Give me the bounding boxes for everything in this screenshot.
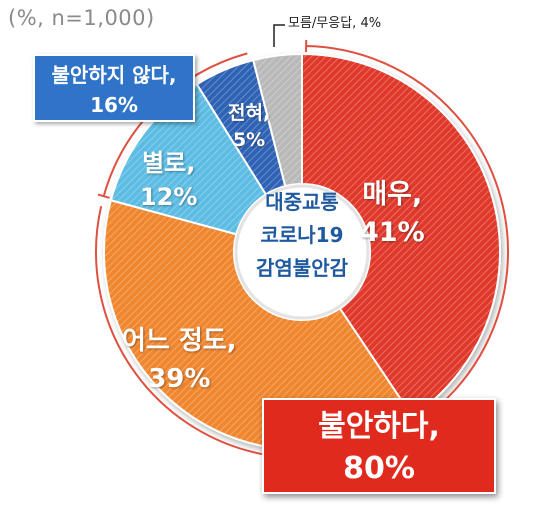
center-line-1: 대중교통: [265, 190, 339, 214]
slice-label-never: 전혀, 5%: [228, 100, 270, 154]
slice-name-rarely: 별로,: [142, 149, 196, 177]
slice-texture-somewhat: [104, 200, 413, 450]
not-anxious-value: 16%: [90, 93, 138, 117]
slice-value-very: 41%: [360, 217, 425, 248]
anxious-value: 80%: [343, 451, 415, 486]
slice-label-very: 매우, 41%: [360, 176, 425, 252]
anxious-box: 불안하다, 80%: [262, 398, 496, 494]
donut-center: [234, 184, 370, 320]
slice-texture-rarely: [110, 84, 266, 235]
center-title: 대중교통 코로나19 감염불안감: [238, 186, 366, 285]
not-anxious-title: 불안하지 않다,: [51, 63, 177, 87]
unsure-leader-line: [273, 24, 285, 47]
slice-texture-unsure: [253, 54, 302, 187]
slice-texture-never: [196, 60, 286, 195]
slice-label-somewhat: 어느 정도, 39%: [122, 322, 237, 398]
slice-name-never: 전혀,: [228, 102, 271, 124]
slice-texture-very: [302, 54, 500, 417]
slice-label-rarely: 별로, 12%: [140, 146, 197, 214]
unsure-name: 모름/무응답,: [288, 16, 357, 31]
sample-note: (%, n=1,000): [8, 6, 155, 30]
unsure-value: 4%: [360, 16, 382, 31]
slice-value-somewhat: 39%: [148, 364, 211, 394]
slice-value-rarely: 12%: [140, 183, 198, 211]
unsure-label: 모름/무응답, 4%: [288, 12, 381, 31]
center-line-2: 코로나19: [260, 223, 344, 247]
not-anxious-box: 불안하지 않다, 16%: [33, 54, 195, 122]
slice-value-never: 5%: [232, 129, 266, 151]
slice-name-somewhat: 어느 정도,: [122, 326, 237, 356]
center-line-3: 감염불안감: [256, 256, 348, 280]
anxious-title: 불안하다,: [318, 409, 440, 444]
slice-name-very: 매우,: [362, 179, 423, 210]
